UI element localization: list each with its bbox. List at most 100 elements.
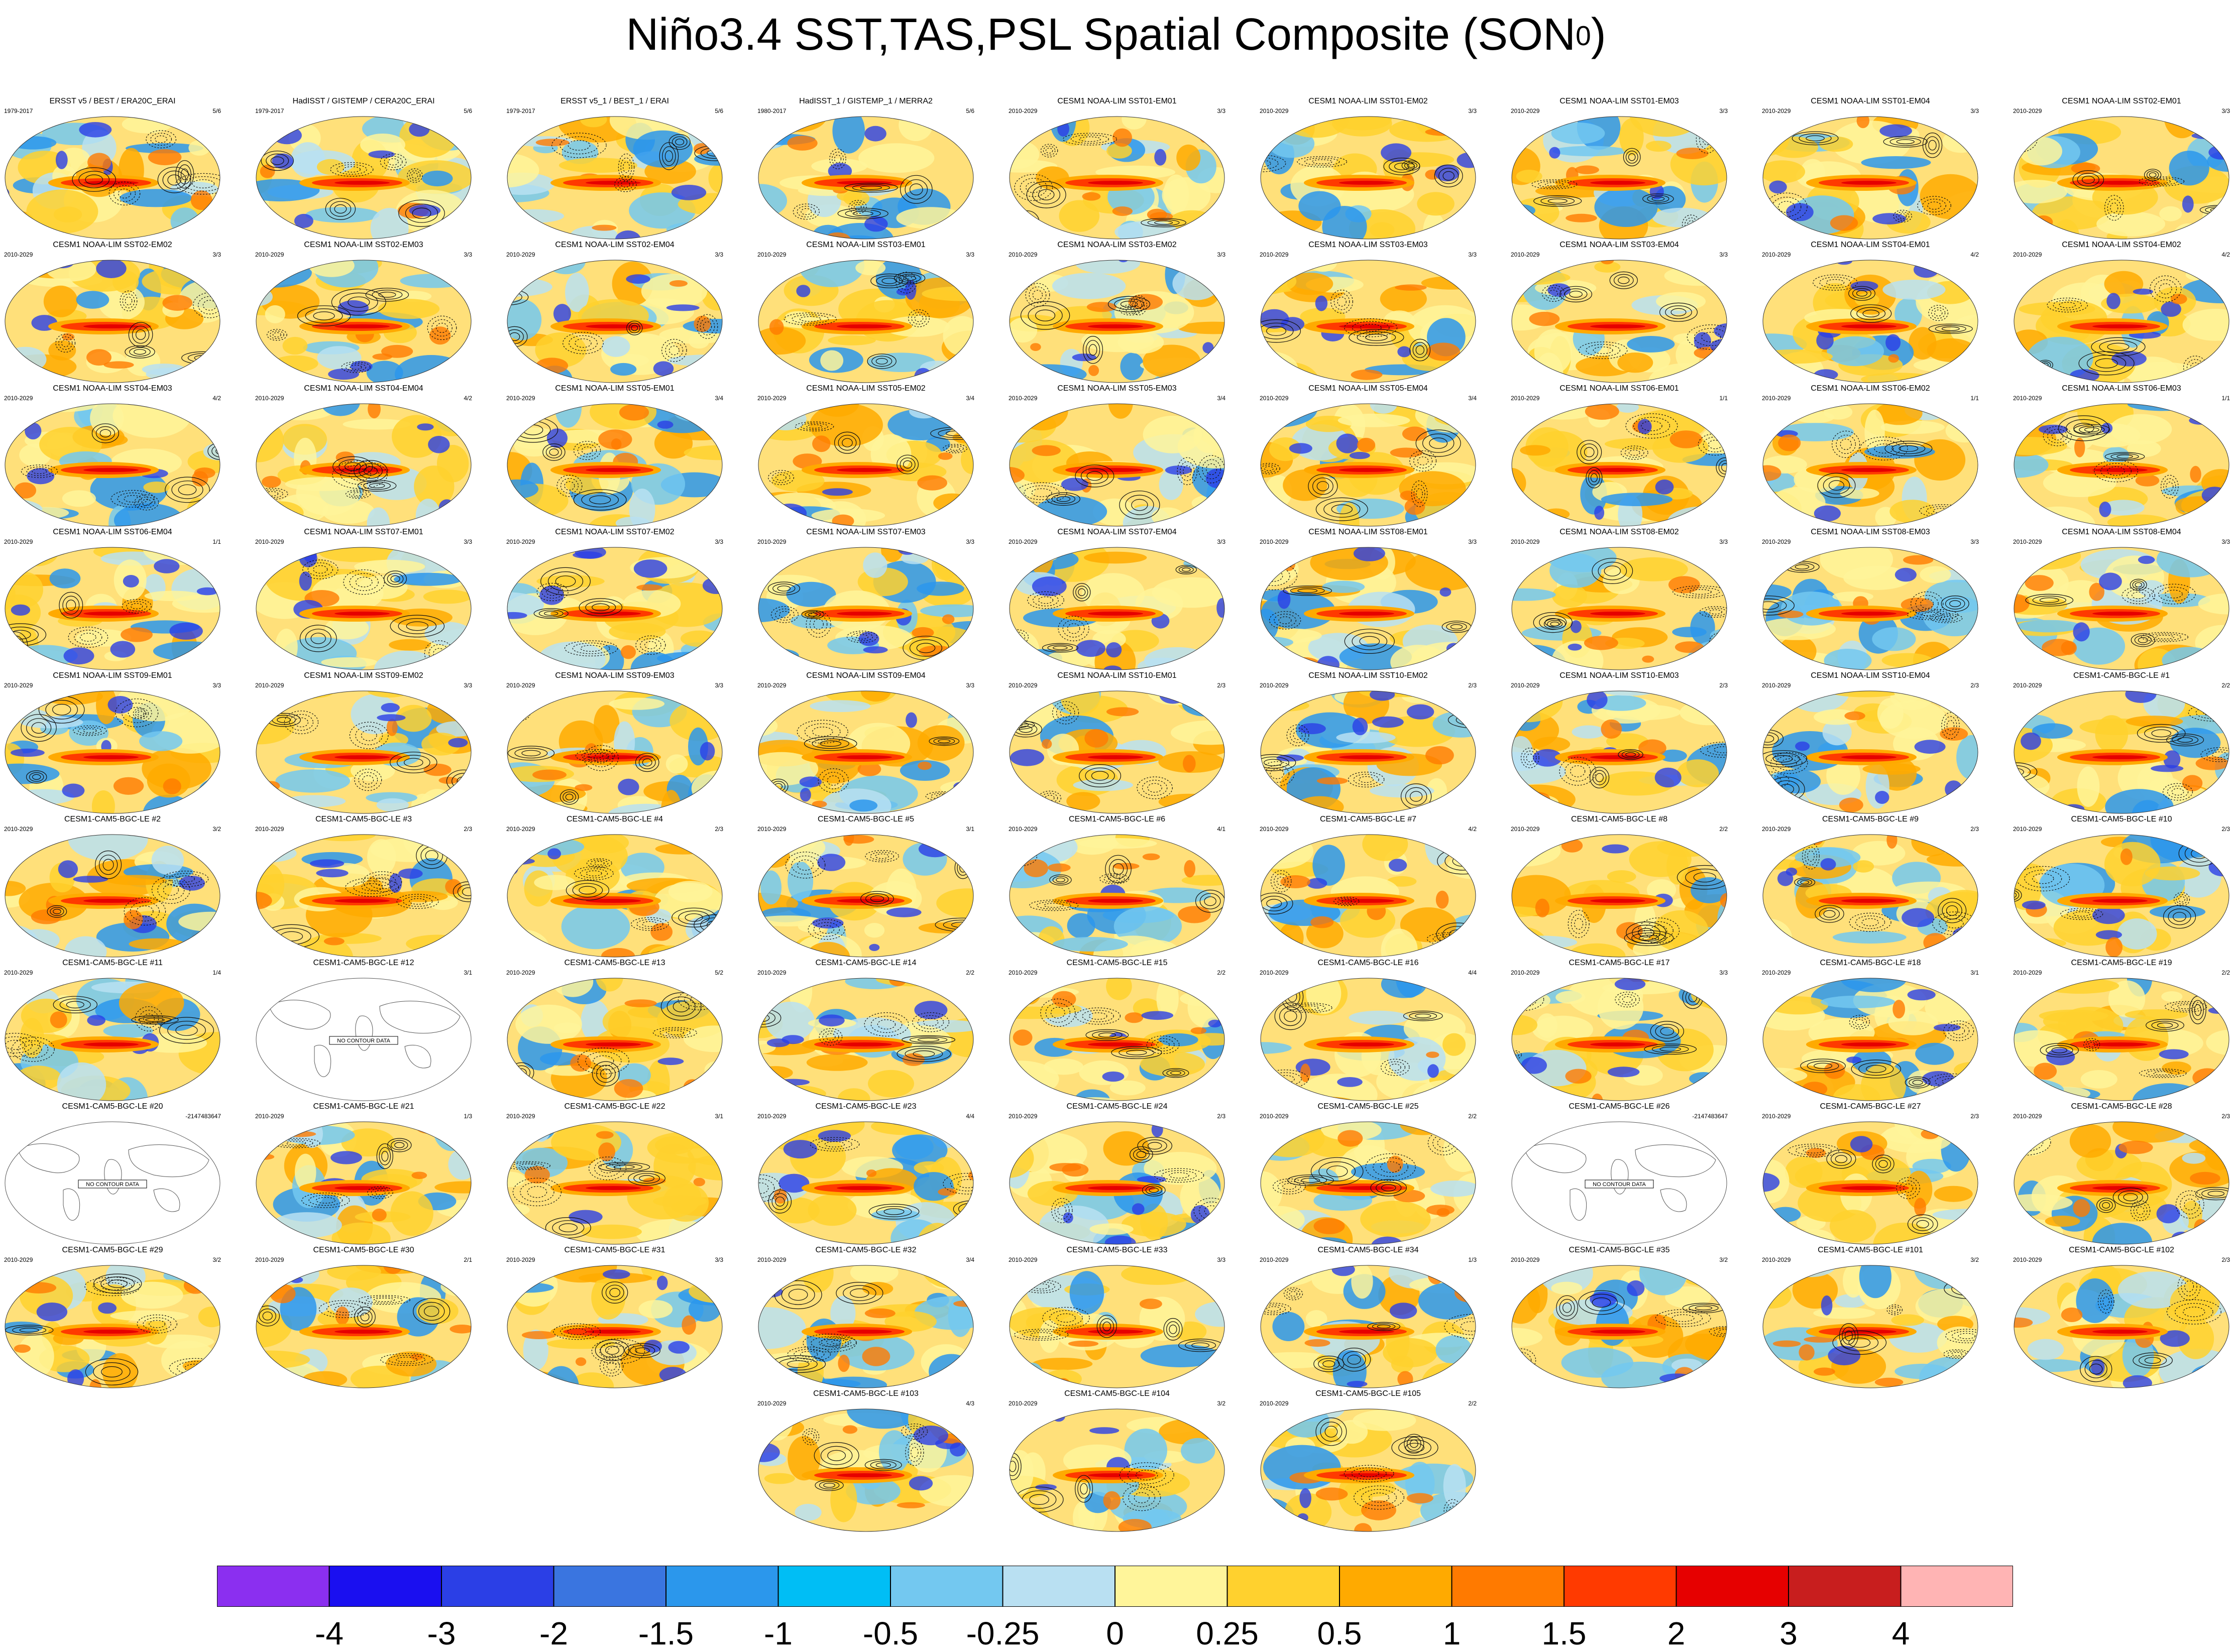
map-border xyxy=(1511,978,1727,1101)
panel-years: 2010-2029 xyxy=(757,1256,787,1263)
robinson-map xyxy=(2014,978,2229,1101)
panel-event-count: 1/3 xyxy=(464,1113,472,1120)
panel-years: 2010-2029 xyxy=(255,682,284,689)
map-panel: CESM1-CAM5-BGC-LE #12 3/1 NO CONTOUR DATA xyxy=(253,958,474,1105)
map-panel: CESM1-CAM5-BGC-LE #14 2010-2029 2/2 xyxy=(755,958,976,1105)
psl-contours xyxy=(72,130,220,205)
coastline xyxy=(18,1143,209,1221)
panel-title: CESM1-CAM5-BGC-LE #104 xyxy=(1064,1389,1170,1398)
panel-title: CESM1-CAM5-BGC-LE #103 xyxy=(813,1389,919,1398)
panel-title: CESM1-CAM5-BGC-LE #27 xyxy=(1820,1102,1921,1111)
colorbar-swatch xyxy=(1564,1566,1677,1607)
panel-event-count: 2/2 xyxy=(1217,969,1225,976)
panel-years: 2010-2029 xyxy=(2013,538,2042,545)
map-border xyxy=(5,116,220,240)
robinson-map xyxy=(1511,260,1727,383)
panel-event-count: 2/2 xyxy=(1468,1400,1477,1407)
panel-years: 2010-2029 xyxy=(1260,969,1289,976)
psl-contours xyxy=(553,1281,660,1377)
panel-years: 1979-2017 xyxy=(255,107,284,114)
panel-title: CESM1-CAM5-BGC-LE #17 xyxy=(1569,959,1670,967)
robinson-map xyxy=(1511,403,1727,527)
colorbar-tick-label: 2 xyxy=(1667,1615,1686,1651)
map-border xyxy=(5,403,220,527)
robinson-map xyxy=(758,260,974,383)
panel-title: CESM1 NOAA-LIM SST02-EM03 xyxy=(304,241,423,249)
panel-event-count: 1/1 xyxy=(2221,395,2230,402)
panel-title: CESM1-CAM5-BGC-LE #25 xyxy=(1317,1102,1419,1111)
panel-title: CESM1 NOAA-LIM SST10-EM03 xyxy=(1559,671,1679,680)
robinson-map xyxy=(758,403,974,527)
map-border xyxy=(507,690,723,814)
panel-title: CESM1-CAM5-BGC-LE #12 xyxy=(313,959,414,967)
panel-title: ERSST v5_1 / BEST_1 / ERAI xyxy=(561,97,669,105)
colorbar-tick-label: 0.5 xyxy=(1317,1615,1362,1651)
panel-event-count: 3/3 xyxy=(2221,538,2230,545)
panel-event-count: 3/3 xyxy=(966,682,974,689)
map-panel: ERSST v5 / BEST / ERA20C_ERAI 1979-2017 5/… xyxy=(2,96,223,243)
map-panel: ERSST v5_1 / BEST_1 / ERAI 1979-2017 5/6 xyxy=(504,96,725,243)
panel-event-count: 5/6 xyxy=(715,107,723,114)
robinson-map: NO CONTOUR DATA xyxy=(1511,1121,1727,1245)
panel-years: 2010-2029 xyxy=(1762,682,1791,689)
robinson-map xyxy=(1260,834,1476,958)
map-border xyxy=(1260,1408,1476,1532)
colorbar-swatch xyxy=(1226,1566,1340,1607)
panel-event-count: 2/3 xyxy=(1970,682,1979,689)
panel-title: CESM1 NOAA-LIM SST04-EM03 xyxy=(53,384,172,393)
panel-title: CESM1 NOAA-LIM SST06-EM01 xyxy=(1559,384,1679,393)
map-panel: CESM1-CAM5-BGC-LE #105 2010-2029 2/2 xyxy=(1258,1389,1479,1536)
psl-contours xyxy=(2043,415,2179,499)
map-border xyxy=(507,116,723,240)
panel-years: 2010-2029 xyxy=(2013,251,2042,258)
map-border xyxy=(5,1121,220,1245)
panel-title: CESM1-CAM5-BGC-LE #35 xyxy=(1569,1246,1670,1254)
panel-years: 2010-2029 xyxy=(1009,1113,1038,1120)
map-panel: CESM1 NOAA-LIM SST03-EM02 2010-2029 3/3 xyxy=(1007,240,1227,387)
panel-title: CESM1-CAM5-BGC-LE #18 xyxy=(1820,959,1921,967)
panel-title: CESM1 NOAA-LIM SST03-EM02 xyxy=(1057,241,1177,249)
map-border xyxy=(1511,547,1727,670)
colorbar-tick-label: -2 xyxy=(539,1615,568,1651)
map-border xyxy=(2014,978,2229,1101)
map-border xyxy=(1511,260,1727,383)
robinson-map xyxy=(507,116,723,240)
map-border xyxy=(1511,403,1727,527)
map-panel: CESM1 NOAA-LIM SST05-EM02 2010-2029 3/4 xyxy=(755,384,976,530)
map-border xyxy=(256,1121,472,1245)
panel-years: 2010-2029 xyxy=(506,251,535,258)
map-border xyxy=(256,834,472,958)
panel-years: 2010-2029 xyxy=(4,969,33,976)
panel-event-count: 1/1 xyxy=(1970,395,1979,402)
colorbar-swatch xyxy=(777,1566,891,1607)
panel-years: 2010-2029 xyxy=(506,395,535,402)
panel-event-count: 3/1 xyxy=(464,969,472,976)
map-border xyxy=(1511,1121,1727,1245)
robinson-map xyxy=(2014,834,2229,958)
colorbar-tick-label: -1 xyxy=(764,1615,793,1651)
panel-event-count: 2/1 xyxy=(464,1256,472,1263)
psl-contours xyxy=(793,149,933,220)
map-panel: CESM1 NOAA-LIM SST03-EM01 2010-2029 3/3 xyxy=(755,240,976,387)
psl-contours xyxy=(1568,851,1727,946)
panel-years: 2010-2029 xyxy=(2013,969,2042,976)
panel-title: CESM1-CAM5-BGC-LE #6 xyxy=(1068,815,1166,823)
robinson-map xyxy=(2014,260,2229,383)
panel-event-count: 3/3 xyxy=(1468,251,1477,258)
map-panel: CESM1-CAM5-BGC-LE #22 2010-2029 3/1 xyxy=(504,1102,725,1248)
panel-years: 1979-2017 xyxy=(4,107,33,114)
robinson-map xyxy=(1009,1121,1225,1245)
colorbar-swatch xyxy=(553,1566,666,1607)
robinson-map xyxy=(5,978,220,1101)
map-border xyxy=(5,690,220,814)
panel-event-count: 4/3 xyxy=(966,1400,974,1407)
panel-title: CESM1-CAM5-BGC-LE #21 xyxy=(313,1102,414,1111)
robinson-map xyxy=(758,690,974,814)
map-border xyxy=(256,978,472,1101)
psl-contours xyxy=(1261,983,1443,1089)
panel-event-count: 5/6 xyxy=(966,107,974,114)
panel-event-count: 1/1 xyxy=(212,538,221,545)
figure-title-text: Niño3.4 SST,TAS,PSL Spatial Composite (S… xyxy=(626,10,1576,60)
panel-event-count: 3/1 xyxy=(1970,969,1979,976)
panel-title: CESM1 NOAA-LIM SST09-EM04 xyxy=(806,671,926,680)
